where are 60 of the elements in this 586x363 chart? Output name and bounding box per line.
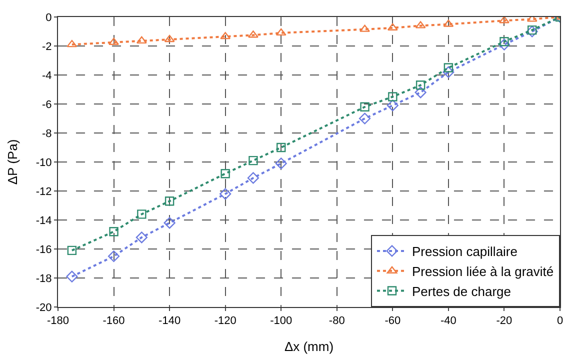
point (67, 246, 77, 256)
point (358, 112, 371, 124)
point (109, 227, 118, 236)
point (416, 80, 426, 90)
point (164, 217, 176, 229)
point (136, 232, 148, 244)
legend-label: Pression capillaire (412, 244, 518, 260)
y-tick-label: -4 (42, 70, 52, 82)
point (386, 100, 398, 112)
point (276, 142, 286, 152)
y-tick-label: -12 (36, 186, 52, 198)
point (220, 32, 231, 40)
point (108, 38, 119, 45)
point (526, 26, 538, 38)
y-tick-label: -14 (36, 214, 52, 227)
point (66, 270, 78, 282)
y-tick-label: -20 (36, 302, 52, 314)
point (136, 36, 147, 44)
point (528, 25, 537, 35)
point (164, 34, 175, 42)
legend-label: Pression liée à la gravité (412, 264, 554, 279)
point (275, 158, 287, 170)
x-tick-label: -80 (328, 315, 345, 328)
point (414, 86, 426, 98)
x-tick-label: 0 (556, 315, 564, 328)
y-axis-title: ΔP (Pa) (4, 139, 20, 185)
point (442, 66, 454, 78)
y-tick-label: -18 (36, 272, 52, 285)
point (247, 172, 260, 184)
x-tick-label: -60 (384, 315, 401, 328)
point (388, 92, 398, 102)
point (220, 188, 232, 200)
x-tick-label: -180 (46, 315, 70, 328)
x-axis-title: Δx (mm) (284, 338, 334, 354)
legend-label: Pertes de charge (412, 284, 512, 299)
point (220, 169, 230, 178)
point (108, 250, 120, 262)
x-tick-label: -120 (214, 315, 236, 328)
x-tick-label: -20 (496, 315, 512, 328)
x-tick-label: -140 (158, 315, 181, 328)
y-tick-label: -8 (42, 128, 52, 140)
point (500, 37, 509, 46)
point (276, 28, 286, 36)
y-tick-label: 0 (46, 12, 52, 24)
x-tick-label: -160 (102, 315, 125, 328)
point (66, 40, 78, 48)
y-tick-label: -16 (36, 244, 52, 256)
point (164, 196, 174, 206)
point (248, 156, 258, 166)
y-tick-label: -2 (42, 40, 52, 53)
point (498, 38, 510, 50)
point (360, 102, 370, 112)
y-tick-label: -10 (36, 156, 52, 169)
point (444, 63, 454, 72)
y-tick-label: -6 (42, 98, 52, 111)
x-tick-label: -40 (440, 315, 456, 328)
point (248, 30, 258, 38)
x-tick-label: -100 (270, 315, 292, 328)
point (360, 24, 370, 32)
point (137, 210, 146, 219)
